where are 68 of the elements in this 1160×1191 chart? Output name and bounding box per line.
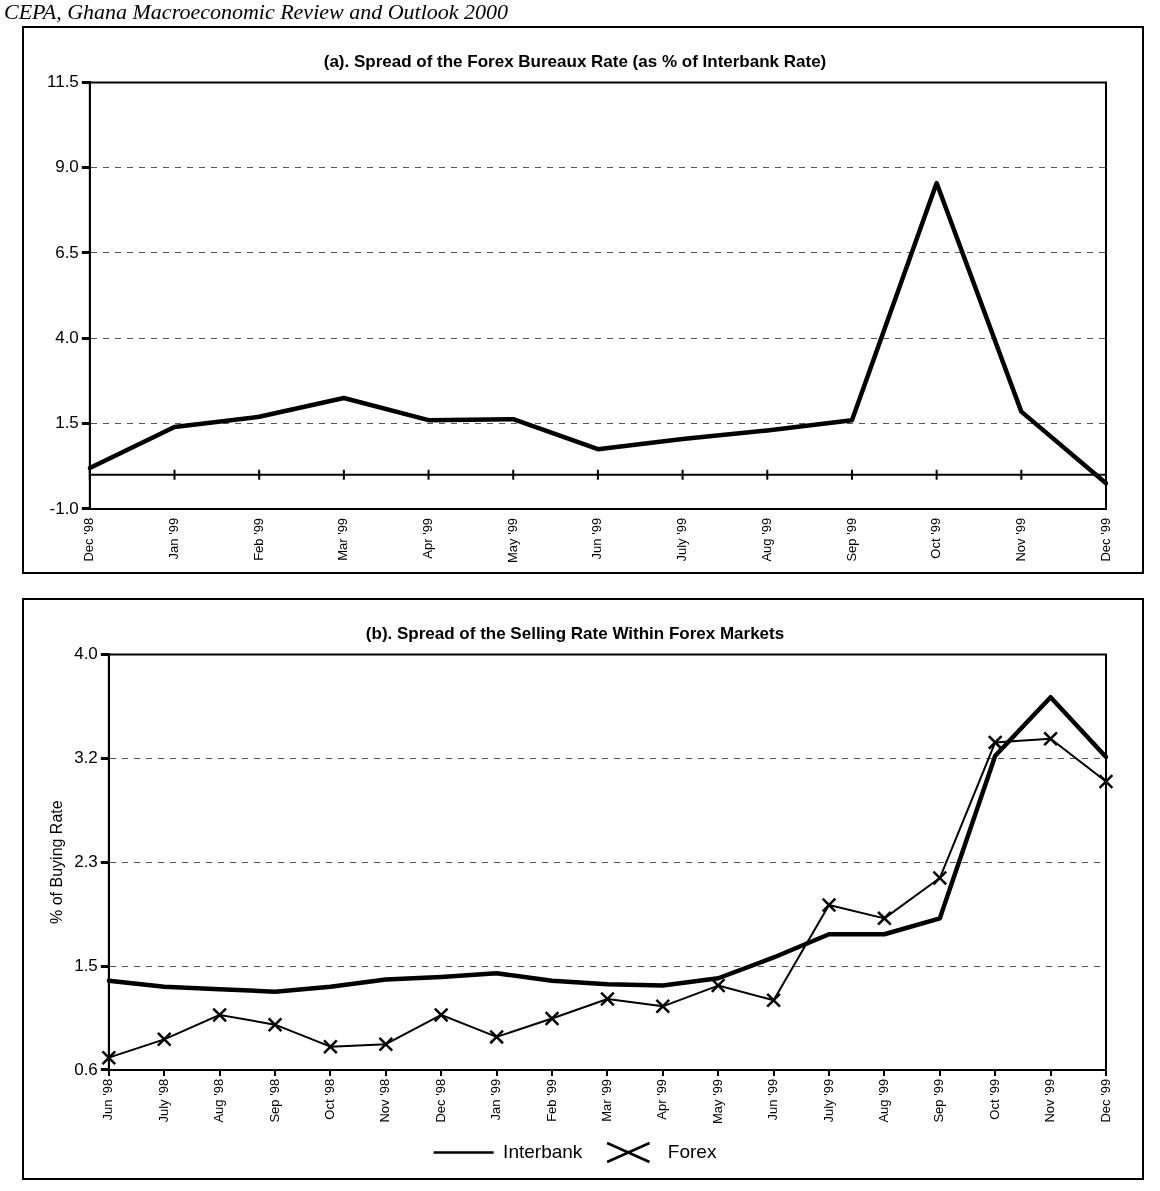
point [932, 870, 948, 886]
point [821, 897, 837, 913]
x-tick-label: Dec '99 [1097, 517, 1113, 562]
x-tick-label: Dec '98 [81, 517, 97, 562]
x-tick-label: July '98 [155, 1078, 171, 1123]
point [156, 1031, 172, 1047]
y-tick-label: 4.0 [74, 644, 98, 664]
y-tick-label: -1.0 [49, 498, 79, 518]
point [655, 998, 671, 1014]
y-tick-label: 6.5 [55, 242, 79, 262]
x-tick-label: Aug '98 [211, 1078, 227, 1123]
x-tick-label: Oct '98 [322, 1078, 337, 1120]
x-tick-label: July '99 [674, 517, 690, 562]
chart-title: (a). Spread of the Forex Bureaux Rate (as % of Interbank Rate) [323, 51, 827, 71]
y-tick-label: 2.3 [74, 851, 98, 871]
point [544, 1010, 560, 1027]
x-tick-label: Oct '99 [928, 517, 944, 559]
x-tick-label: Apr '99 [420, 517, 436, 559]
point [876, 910, 893, 926]
x-tick-label: Jun '99 [765, 1078, 781, 1121]
text: CEPA, Ghana Macroeconomic Review and Outlook 2000 [4, 0, 509, 24]
x-tick-label: Jun '99 [589, 517, 605, 560]
point [710, 977, 726, 994]
chart-title: (b). Spread of the Selling Rate Within Forex Markets [365, 623, 785, 643]
legend-label: Forex [667, 1140, 717, 1162]
point [267, 1017, 283, 1033]
legend-label: Interbank [503, 1140, 583, 1162]
x-tick-label: Jan '99 [166, 517, 182, 560]
point [322, 1039, 339, 1055]
x-tick-label: Aug '99 [758, 517, 774, 562]
x-tick-label: Mar '99 [598, 1078, 614, 1122]
point [1042, 731, 1059, 747]
x-tick-label: Oct '99 [986, 1078, 1002, 1120]
y-tick-label: 4.0 [55, 327, 79, 347]
x-tick-label: Nov '99 [1012, 517, 1028, 562]
x-tick-label: Feb '99 [250, 517, 266, 561]
x-tick-label: Dec '99 [1097, 1078, 1113, 1123]
x-tick-label: May '99 [709, 1078, 725, 1125]
x-tick-label: Mar '99 [335, 517, 351, 561]
point [378, 1036, 394, 1052]
point [766, 992, 782, 1008]
point [433, 1007, 449, 1023]
x-tick-label: Apr '99 [654, 1078, 670, 1120]
x-tick-label: Dec '98 [432, 1078, 448, 1123]
point [212, 1007, 228, 1023]
y-tick-label: 9.0 [55, 157, 79, 177]
x-tick-label: Sep '99 [931, 1078, 947, 1123]
y-axis-title: % of Buying Rate [48, 800, 66, 924]
x-tick-label: Aug '99 [875, 1078, 891, 1123]
y-tick-label: 1.5 [74, 955, 98, 975]
x-tick-label: Feb '99 [543, 1078, 559, 1122]
x-tick-label: Sep '99 [843, 517, 859, 562]
point [489, 1029, 505, 1045]
y-tick-label: 1.5 [55, 413, 79, 433]
x-tick-label: July '99 [820, 1078, 836, 1123]
x-tick-label: Nov '99 [1042, 1078, 1058, 1123]
point [987, 734, 1003, 750]
point [1098, 773, 1114, 790]
y-tick-label: 3.2 [74, 747, 98, 767]
x-tick-label: Nov '98 [377, 1078, 393, 1123]
x-tick-label: Jan '99 [488, 1078, 504, 1121]
y-tick-label: 11.5 [47, 72, 79, 92]
point [599, 991, 616, 1007]
x-tick-label: Sep '98 [266, 1078, 282, 1123]
y-tick-label: 0.6 [74, 1059, 98, 1079]
x-tick-label: Jun '98 [100, 1078, 116, 1121]
point [101, 1050, 117, 1066]
x-tick-label: May '99 [504, 517, 520, 564]
